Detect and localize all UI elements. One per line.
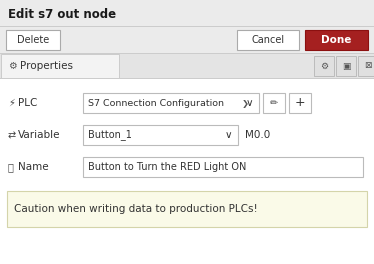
Text: Variable: Variable [18,130,61,140]
Bar [0,27,374,53]
Text: Button_1: Button_1 [88,130,132,140]
Text: Done: Done [321,35,351,45]
Bar [0,79,374,264]
Bar [0,78,374,79]
Bar [0,54,374,78]
Bar [83,125,238,145]
Text: Caution when writing data to production PLCs!: Caution when writing data to production … [14,204,258,214]
Bar [237,30,299,50]
Text: PLC: PLC [18,98,37,108]
Bar [7,191,367,227]
Bar [83,157,363,177]
Text: S7 Connection Configuration: S7 Connection Configuration [88,98,224,107]
Bar [336,56,356,76]
Bar [0,0,374,26]
Bar [314,56,334,76]
Text: M0.0: M0.0 [245,130,270,140]
Bar [305,30,368,50]
Text: Name: Name [18,162,49,172]
Text: Button to Turn the RED Light ON: Button to Turn the RED Light ON [88,162,246,172]
Bar [0,26,374,27]
Text: ⚙: ⚙ [8,61,17,71]
Bar [83,93,259,113]
Text: ⚙: ⚙ [320,62,328,70]
Text: Delete: Delete [17,35,49,45]
Text: 🏷: 🏷 [8,162,14,172]
Text: Edit s7 out node: Edit s7 out node [8,7,116,21]
Bar [358,56,374,76]
Bar [289,93,311,113]
Text: ∨: ∨ [245,98,253,108]
Text: +: + [295,97,305,110]
Text: ❯: ❯ [242,98,248,107]
Bar [263,93,285,113]
Text: Cancel: Cancel [251,35,285,45]
Text: ∨: ∨ [224,130,232,140]
Bar [0,53,374,54]
Bar [1,54,119,78]
Text: ⇄: ⇄ [8,130,16,140]
Text: ⚡: ⚡ [8,98,15,108]
Text: Properties: Properties [20,61,73,71]
Text: ⊠: ⊠ [364,62,372,70]
Text: ▣: ▣ [342,62,350,70]
Bar [6,30,60,50]
Text: ✏: ✏ [270,98,278,108]
